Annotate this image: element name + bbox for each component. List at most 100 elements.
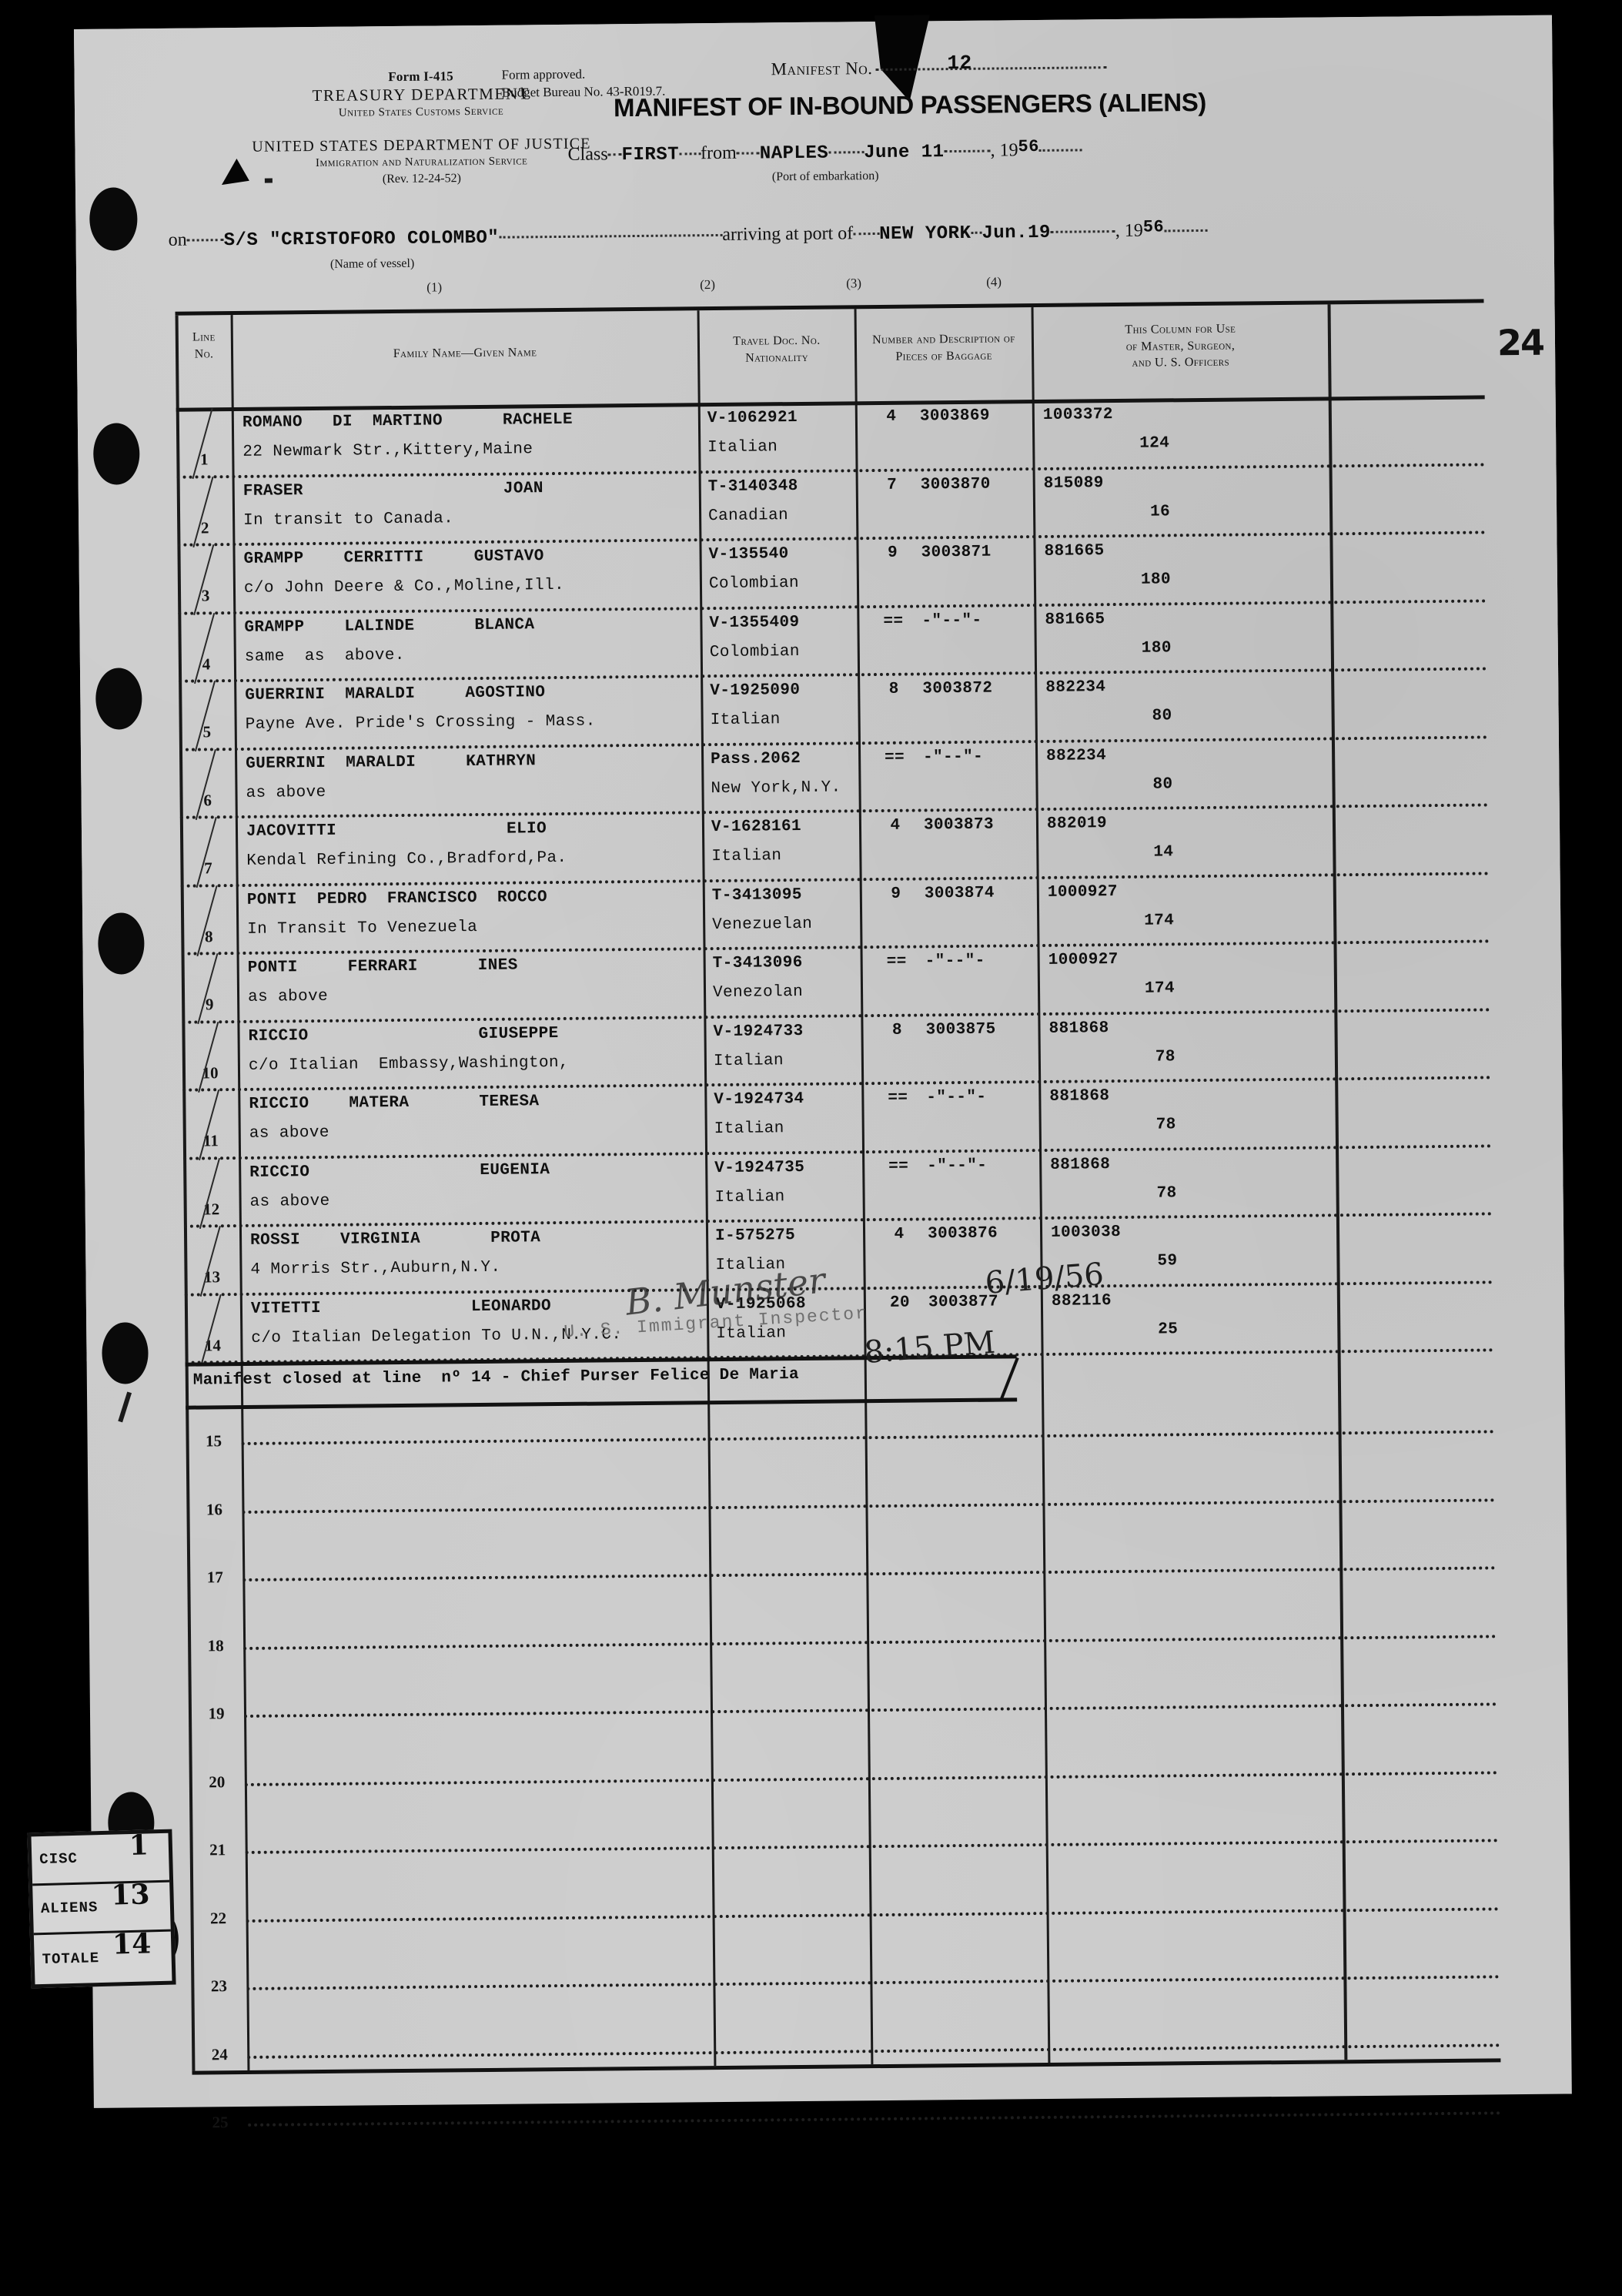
- row-separator: [183, 1212, 1493, 1228]
- row-baggage-count: ==: [888, 1157, 909, 1176]
- row-baggage-count: ==: [883, 612, 904, 631]
- punch-tail-mark: [118, 1391, 132, 1423]
- row-address: as above: [249, 1192, 330, 1211]
- row-travel-doc-no: V-1925090: [710, 681, 801, 701]
- row-nationality: Italian: [713, 1051, 784, 1070]
- row-officers-upper: 881868: [1049, 1087, 1110, 1106]
- row-travel-doc-no: T-3413096: [712, 953, 803, 973]
- row-baggage-count: 9: [891, 885, 901, 903]
- empty-row-separator: [245, 1839, 1499, 1854]
- closed-note-end-slash: [999, 1357, 1019, 1402]
- row-address: c/o John Deere & Co.,Moline,Ill.: [243, 576, 565, 597]
- row-address: In Transit To Venezuela: [247, 918, 478, 939]
- row-baggage-count: 7: [887, 476, 898, 494]
- row-travel-doc-no: V-1628161: [711, 817, 802, 837]
- row-baggage-count: 9: [887, 544, 898, 562]
- table-divider-doc: [697, 310, 717, 2067]
- row-address: as above: [246, 783, 326, 802]
- cisc-value: 1: [129, 1829, 149, 1863]
- empty-row-separator: [248, 2111, 1502, 2127]
- empty-row-separator: [246, 1906, 1500, 1923]
- row-baggage-tag: 3003874: [924, 884, 995, 902]
- row-baggage-tag: 3003872: [922, 679, 993, 698]
- empty-line-number: 15: [205, 1431, 222, 1451]
- column-marker-1: (1): [426, 279, 443, 295]
- row-nationality: Venezuelan: [712, 915, 813, 934]
- row-line-number: 9: [205, 995, 214, 1014]
- row-travel-doc-no: V-1924733: [713, 1022, 804, 1041]
- row-officers-upper: 881868: [1050, 1155, 1111, 1174]
- header-line-no: Line No.: [192, 330, 216, 361]
- customs-service: United States Customs Service: [338, 105, 504, 119]
- row-separator: [176, 462, 1486, 479]
- form-revision: (Rev. 12-24-52): [382, 172, 461, 186]
- vessel-and-arrival-line: on S/S "CRISTOFORO COLOMBO" arriving at po…: [168, 217, 1208, 252]
- row-baggage-count: 4: [886, 407, 897, 426]
- empty-row-separator: [244, 1770, 1498, 1786]
- arrival-year-prefix: 19: [1124, 220, 1143, 241]
- row-separator: [182, 1076, 1492, 1092]
- row-baggage-count: ==: [885, 748, 905, 767]
- row-line-number: 10: [202, 1063, 219, 1082]
- arrival-date-value: Jun.19: [982, 222, 1051, 244]
- table-border-right: [1327, 304, 1348, 2060]
- row-separator: [179, 735, 1488, 751]
- row-officers-lower: 180: [1141, 638, 1172, 658]
- empty-row-separator: [242, 1498, 1496, 1514]
- row-baggage-tag: -"--"-: [927, 1156, 988, 1175]
- empty-line-number: 23: [210, 1976, 228, 1996]
- row-officers-upper: 881665: [1045, 610, 1105, 629]
- row-officers-upper: 1000927: [1048, 951, 1119, 969]
- row-address: c/o Italian Embassy,Washington,: [248, 1053, 570, 1075]
- row-officers-upper: 881868: [1048, 1019, 1109, 1038]
- row-nationality: Colombian: [709, 642, 800, 661]
- row-separator: [179, 803, 1489, 819]
- row-passenger-name: ROSSI VIRGINIA PROTA: [250, 1229, 541, 1250]
- table-divider-off: [1031, 307, 1051, 2063]
- row-baggage-count: 4: [894, 1225, 905, 1243]
- row-line-number: 1: [200, 450, 209, 469]
- row-address: as above: [249, 1123, 329, 1143]
- row-officers-lower: 25: [1158, 1320, 1179, 1339]
- vessel-name-value: S/S "CRISTOFORO COLOMBO": [223, 227, 500, 252]
- empty-line-number: 16: [206, 1499, 223, 1518]
- row-baggage-count: ==: [888, 1089, 908, 1107]
- row-separator: [177, 530, 1487, 547]
- table-divider-bag: [854, 309, 874, 2065]
- empty-line-number: 19: [208, 1704, 225, 1723]
- row-travel-doc-no: V-1062921: [707, 409, 798, 428]
- header-bottom-rule: [176, 395, 1485, 412]
- row-travel-doc-no: V-1924734: [714, 1089, 804, 1110]
- empty-line-number: 25: [212, 2113, 229, 2132]
- punch-hole-1: [89, 187, 138, 251]
- aliens-label: ALIENS: [40, 1899, 99, 1918]
- row-passenger-name: GUERRINI MARALDI KATHRYN: [246, 751, 537, 773]
- row-line-number: 7: [204, 858, 212, 878]
- row-nationality: Italian: [714, 1187, 785, 1207]
- row-passenger-name: PONTI FERRARI INES: [247, 956, 518, 977]
- aliens-value: 13: [110, 1878, 151, 1912]
- empty-line-number: 20: [209, 1772, 226, 1791]
- row-line-number: 11: [202, 1131, 219, 1150]
- embarkation-year: 56: [1018, 136, 1039, 157]
- column-marker-3: (3): [846, 276, 862, 291]
- row-nationality: Venezolan: [712, 982, 804, 1002]
- row-officers-upper: 815089: [1043, 474, 1104, 493]
- row-line-number: 6: [203, 790, 212, 809]
- row-address: 4 Morris Str.,Auburn,N.Y.: [250, 1258, 501, 1279]
- row-officers-lower: 14: [1153, 843, 1174, 862]
- manifest-number-line: Manifest No.: [771, 56, 1107, 79]
- embarkation-date: June 11: [864, 142, 945, 164]
- row-officers-lower: 124: [1139, 434, 1170, 453]
- row-officers-lower: 174: [1144, 979, 1176, 998]
- cisc-row-totale: TOTALE 14: [34, 1927, 172, 1985]
- arrival-year-value: 56: [1142, 217, 1165, 237]
- row-travel-doc-no: V-1924735: [714, 1158, 805, 1177]
- row-baggage-tag: 3003870: [920, 475, 991, 494]
- row-baggage-tag: -"--"-: [923, 748, 984, 766]
- row-travel-doc-no: I-575275: [714, 1227, 796, 1246]
- table-divider-name: [230, 315, 250, 2070]
- page-title: MANIFEST OF IN-BOUND PASSENGERS (ALIENS): [613, 87, 1207, 122]
- row-address: same as above.: [244, 646, 405, 666]
- class-label: Class: [567, 144, 608, 165]
